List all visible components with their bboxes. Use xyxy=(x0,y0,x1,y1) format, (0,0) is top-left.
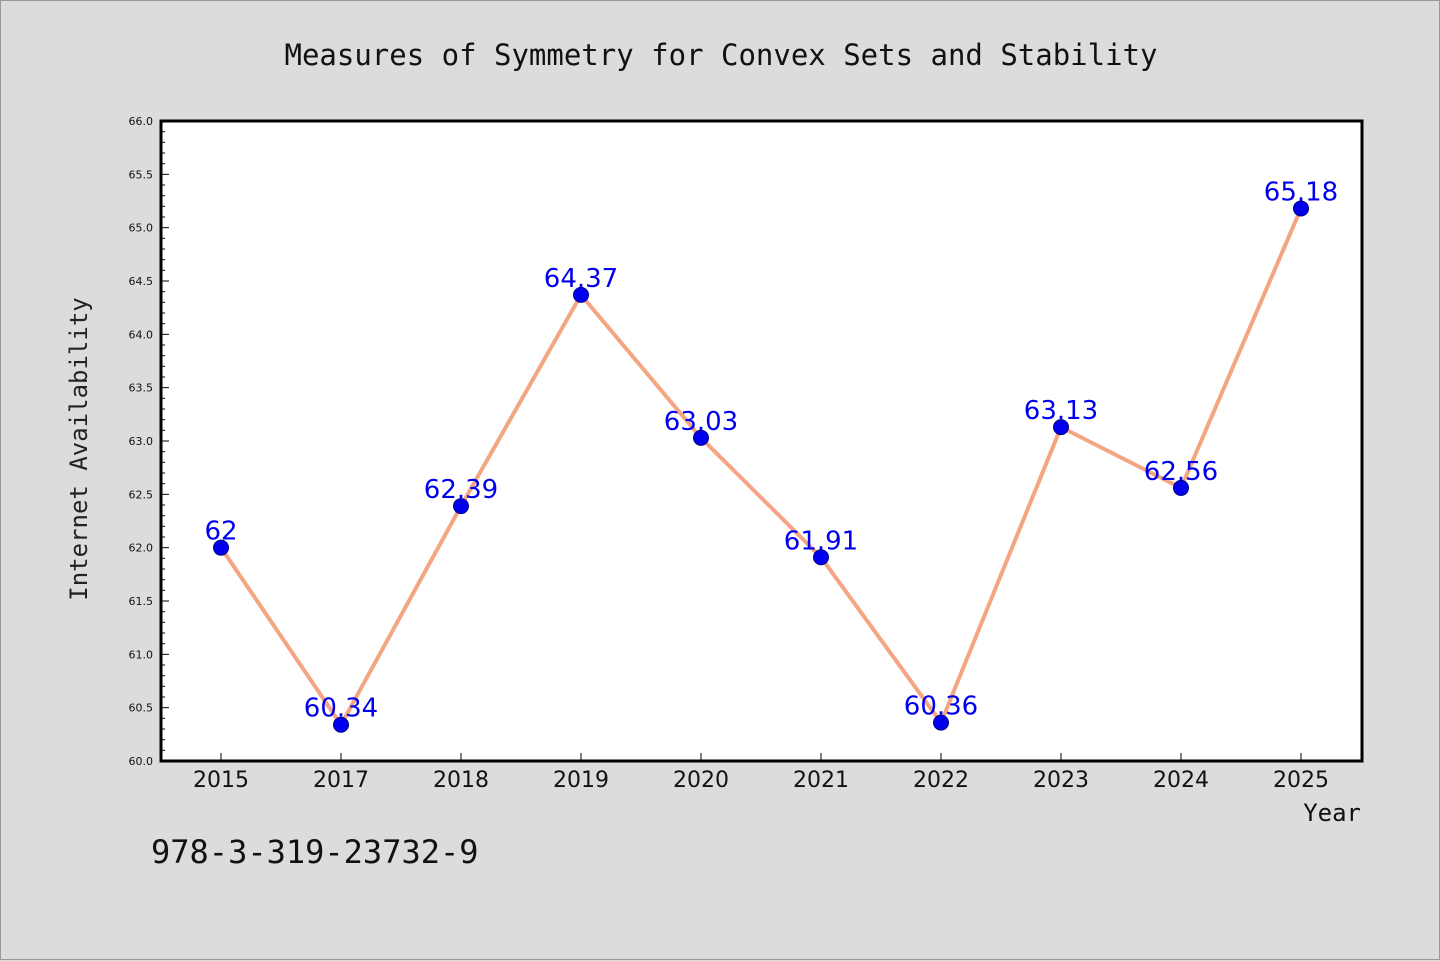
data-label: 64.37 xyxy=(544,264,618,294)
data-point xyxy=(333,716,349,733)
y-axis-label: Internet Availability xyxy=(65,297,93,600)
y-tick-label: 62.5 xyxy=(129,488,154,501)
x-axis-label: Year xyxy=(1303,799,1361,827)
y-tick-label: 60.0 xyxy=(129,755,154,768)
x-tick-label: 2022 xyxy=(913,768,969,793)
data-label: 62.56 xyxy=(1144,457,1218,487)
x-tick-label: 2015 xyxy=(193,768,249,793)
data-point xyxy=(1293,200,1309,217)
data-label: 63.03 xyxy=(664,407,738,437)
x-tick-label: 2019 xyxy=(553,768,609,793)
x-tick-label: 2020 xyxy=(673,768,729,793)
y-tick-label: 60.5 xyxy=(129,702,154,715)
series-line xyxy=(219,207,1303,727)
data-point xyxy=(933,714,949,731)
y-tick-label: 63.0 xyxy=(129,435,154,448)
plot-area xyxy=(159,119,1364,763)
data-point xyxy=(1053,419,1069,436)
x-tick-label: 2021 xyxy=(793,768,849,793)
y-tick-label: 64.5 xyxy=(129,275,154,288)
series-layer: 62 60.34 62.39 64.37 63.03 61.91 60.36 63.13 62.… xyxy=(204,177,1338,733)
data-label: 61.91 xyxy=(784,526,858,556)
chart-title: Measures of Symmetry for Convex Sets and… xyxy=(285,38,1158,72)
y-tick-label: 65.0 xyxy=(129,222,154,235)
x-tick-label: 2023 xyxy=(1033,768,1089,793)
y-tick-label: 66.0 xyxy=(129,115,154,128)
y-axis: 60.0 60.5 61.0 61.5 62.0 62.5 63.0 63.5 64.0 64.5… xyxy=(129,115,169,768)
data-label: 62 xyxy=(204,517,237,547)
y-tick-label: 63.5 xyxy=(129,382,154,395)
y-tick-label: 64.0 xyxy=(129,328,154,341)
x-tick-label: 2024 xyxy=(1153,768,1209,793)
y-tick-label: 61.5 xyxy=(129,595,154,608)
x-tick-label: 2017 xyxy=(313,768,369,793)
y-tick-label: 62.0 xyxy=(129,542,154,555)
data-label: 60.34 xyxy=(304,694,378,724)
data-point xyxy=(213,539,229,556)
x-tick-label: 2025 xyxy=(1273,768,1329,793)
data-label: 65.18 xyxy=(1264,177,1338,207)
data-point xyxy=(693,429,709,446)
y-tick-label: 65.5 xyxy=(129,168,154,181)
x-axis: 2015 2017 2018 2019 2020 2021 2022 2023 2024 2025 xyxy=(193,753,1329,793)
data-label: 60.36 xyxy=(904,692,978,722)
y-tick-label: 61.0 xyxy=(129,648,154,661)
data-label: 62.39 xyxy=(424,475,498,505)
data-label: 63.13 xyxy=(1024,396,1098,426)
data-point xyxy=(813,549,829,566)
isbn-text: 978-3-319-23732-9 xyxy=(151,833,479,871)
x-tick-label: 2018 xyxy=(433,768,489,793)
data-point xyxy=(1173,479,1189,496)
data-point xyxy=(453,498,469,515)
data-point xyxy=(573,286,589,303)
